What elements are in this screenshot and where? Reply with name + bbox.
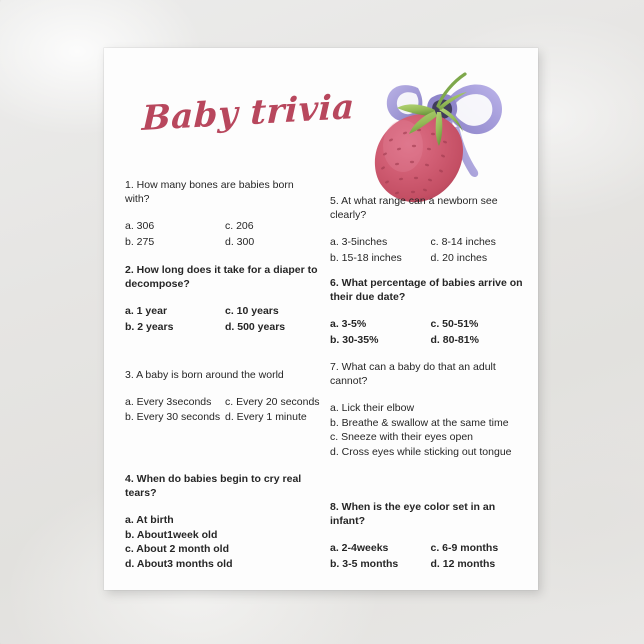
answer-option[interactable]: c. 8-14 inches	[430, 236, 496, 249]
answer-option[interactable]: b. Every 30 seconds	[125, 411, 221, 424]
answer-option[interactable]: d. 300	[225, 235, 255, 248]
question-text: 4. When do babies begin to cry real tear…	[125, 473, 302, 500]
answer-grid: a. 3-5inches c. 8-14 inches b. 15-18 inc…	[330, 235, 527, 264]
question-block-4: 4. When do babies begin to cry real tear…	[125, 472, 321, 571]
answer-option[interactable]: a. 1 year	[125, 305, 168, 318]
answer-option[interactable]: d. 12 months	[430, 557, 496, 570]
answer-option[interactable]: c. Sneeze with their eyes open	[330, 431, 474, 444]
question-block-2: 2. How long does it take for a diaper to…	[125, 263, 321, 334]
answer-stack: a. At birth b. About1week old c. About 2…	[125, 513, 321, 571]
answer-grid: a. 1 year c. 10 years b. 2 years d. 500 …	[125, 304, 321, 333]
answer-option[interactable]: c. Every 20 seconds	[225, 396, 320, 409]
answer-option[interactable]: d. 20 inches	[430, 251, 488, 264]
answer-option[interactable]: c. 50-51%	[430, 318, 479, 331]
answer-option[interactable]: a. 3-5inches	[330, 236, 388, 249]
answer-option[interactable]: b. 30-35%	[330, 333, 379, 346]
trivia-card: Baby trivia	[104, 48, 538, 590]
strawberry-illustration	[359, 54, 519, 204]
answer-option[interactable]: c. 206	[225, 220, 254, 233]
answer-option[interactable]: d. 80-81%	[430, 333, 479, 346]
answer-option[interactable]: b. Breathe & swallow at the same time	[330, 416, 509, 429]
question-text: 8. When is the eye color set in an infan…	[330, 501, 496, 528]
answer-option[interactable]: b. 2 years	[125, 320, 174, 333]
question-text: 2. How long does it take for a diaper to…	[125, 264, 318, 291]
question-block-5: 5. At what range can a newborn see clear…	[330, 194, 527, 265]
answer-option[interactable]: d. 500 years	[225, 320, 286, 333]
answer-option[interactable]: a. Every 3seconds	[125, 396, 212, 409]
answer-grid: a. 3-5% c. 50-51% b. 30-35% d. 80-81%	[330, 317, 527, 346]
answer-option[interactable]: a. 306	[125, 220, 155, 233]
answer-option[interactable]: c. About 2 month old	[125, 543, 230, 556]
question-text: 5. At what range can a newborn see clear…	[330, 195, 498, 222]
answer-grid: a. 306 c. 206 b. 275 d. 300	[125, 219, 321, 248]
question-block-3: 3. A baby is born around the world a. Ev…	[125, 368, 321, 425]
answer-option[interactable]: d. Every 1 minute	[225, 411, 307, 424]
question-text: 3. A baby is born around the world	[125, 369, 284, 381]
answer-option[interactable]: a. 2-4weeks	[330, 542, 389, 555]
answer-option[interactable]: c. 10 years	[225, 305, 279, 318]
answer-stack: a. Lick their elbow b. Breathe & swallow…	[330, 401, 527, 459]
answer-option[interactable]: a. Lick their elbow	[330, 402, 415, 415]
answer-option[interactable]: b. About1week old	[125, 528, 218, 541]
question-text: 1. How many bones are babies born with?	[125, 179, 294, 206]
answer-option[interactable]: d. Cross eyes while sticking out tongue	[330, 445, 512, 458]
answer-option[interactable]: b. 15-18 inches	[330, 251, 402, 264]
question-block-7: 7. What can a baby do that an adult cann…	[330, 360, 527, 459]
answer-grid: a. Every 3seconds c. Every 20 seconds b.…	[125, 395, 321, 424]
answer-option[interactable]: b. 3-5 months	[330, 557, 399, 570]
question-block-6: 6. What percentage of babies arrive on t…	[330, 276, 527, 347]
answer-option[interactable]: a. 3-5%	[330, 318, 367, 331]
quiz-columns: 1. How many bones are babies born with? …	[104, 48, 538, 590]
answer-option[interactable]: c. 6-9 months	[430, 542, 499, 555]
answer-grid: a. 2-4weeks c. 6-9 months b. 3-5 months …	[330, 541, 527, 570]
question-text: 6. What percentage of babies arrive on t…	[330, 277, 523, 304]
answer-option[interactable]: b. 275	[125, 235, 155, 248]
question-block-8: 8. When is the eye color set in an infan…	[330, 500, 527, 571]
answer-option[interactable]: a. At birth	[125, 514, 174, 527]
question-block-1: 1. How many bones are babies born with? …	[125, 178, 321, 249]
question-text: 7. What can a baby do that an adult cann…	[330, 361, 496, 388]
answer-option[interactable]: d. About3 months old	[125, 557, 233, 570]
